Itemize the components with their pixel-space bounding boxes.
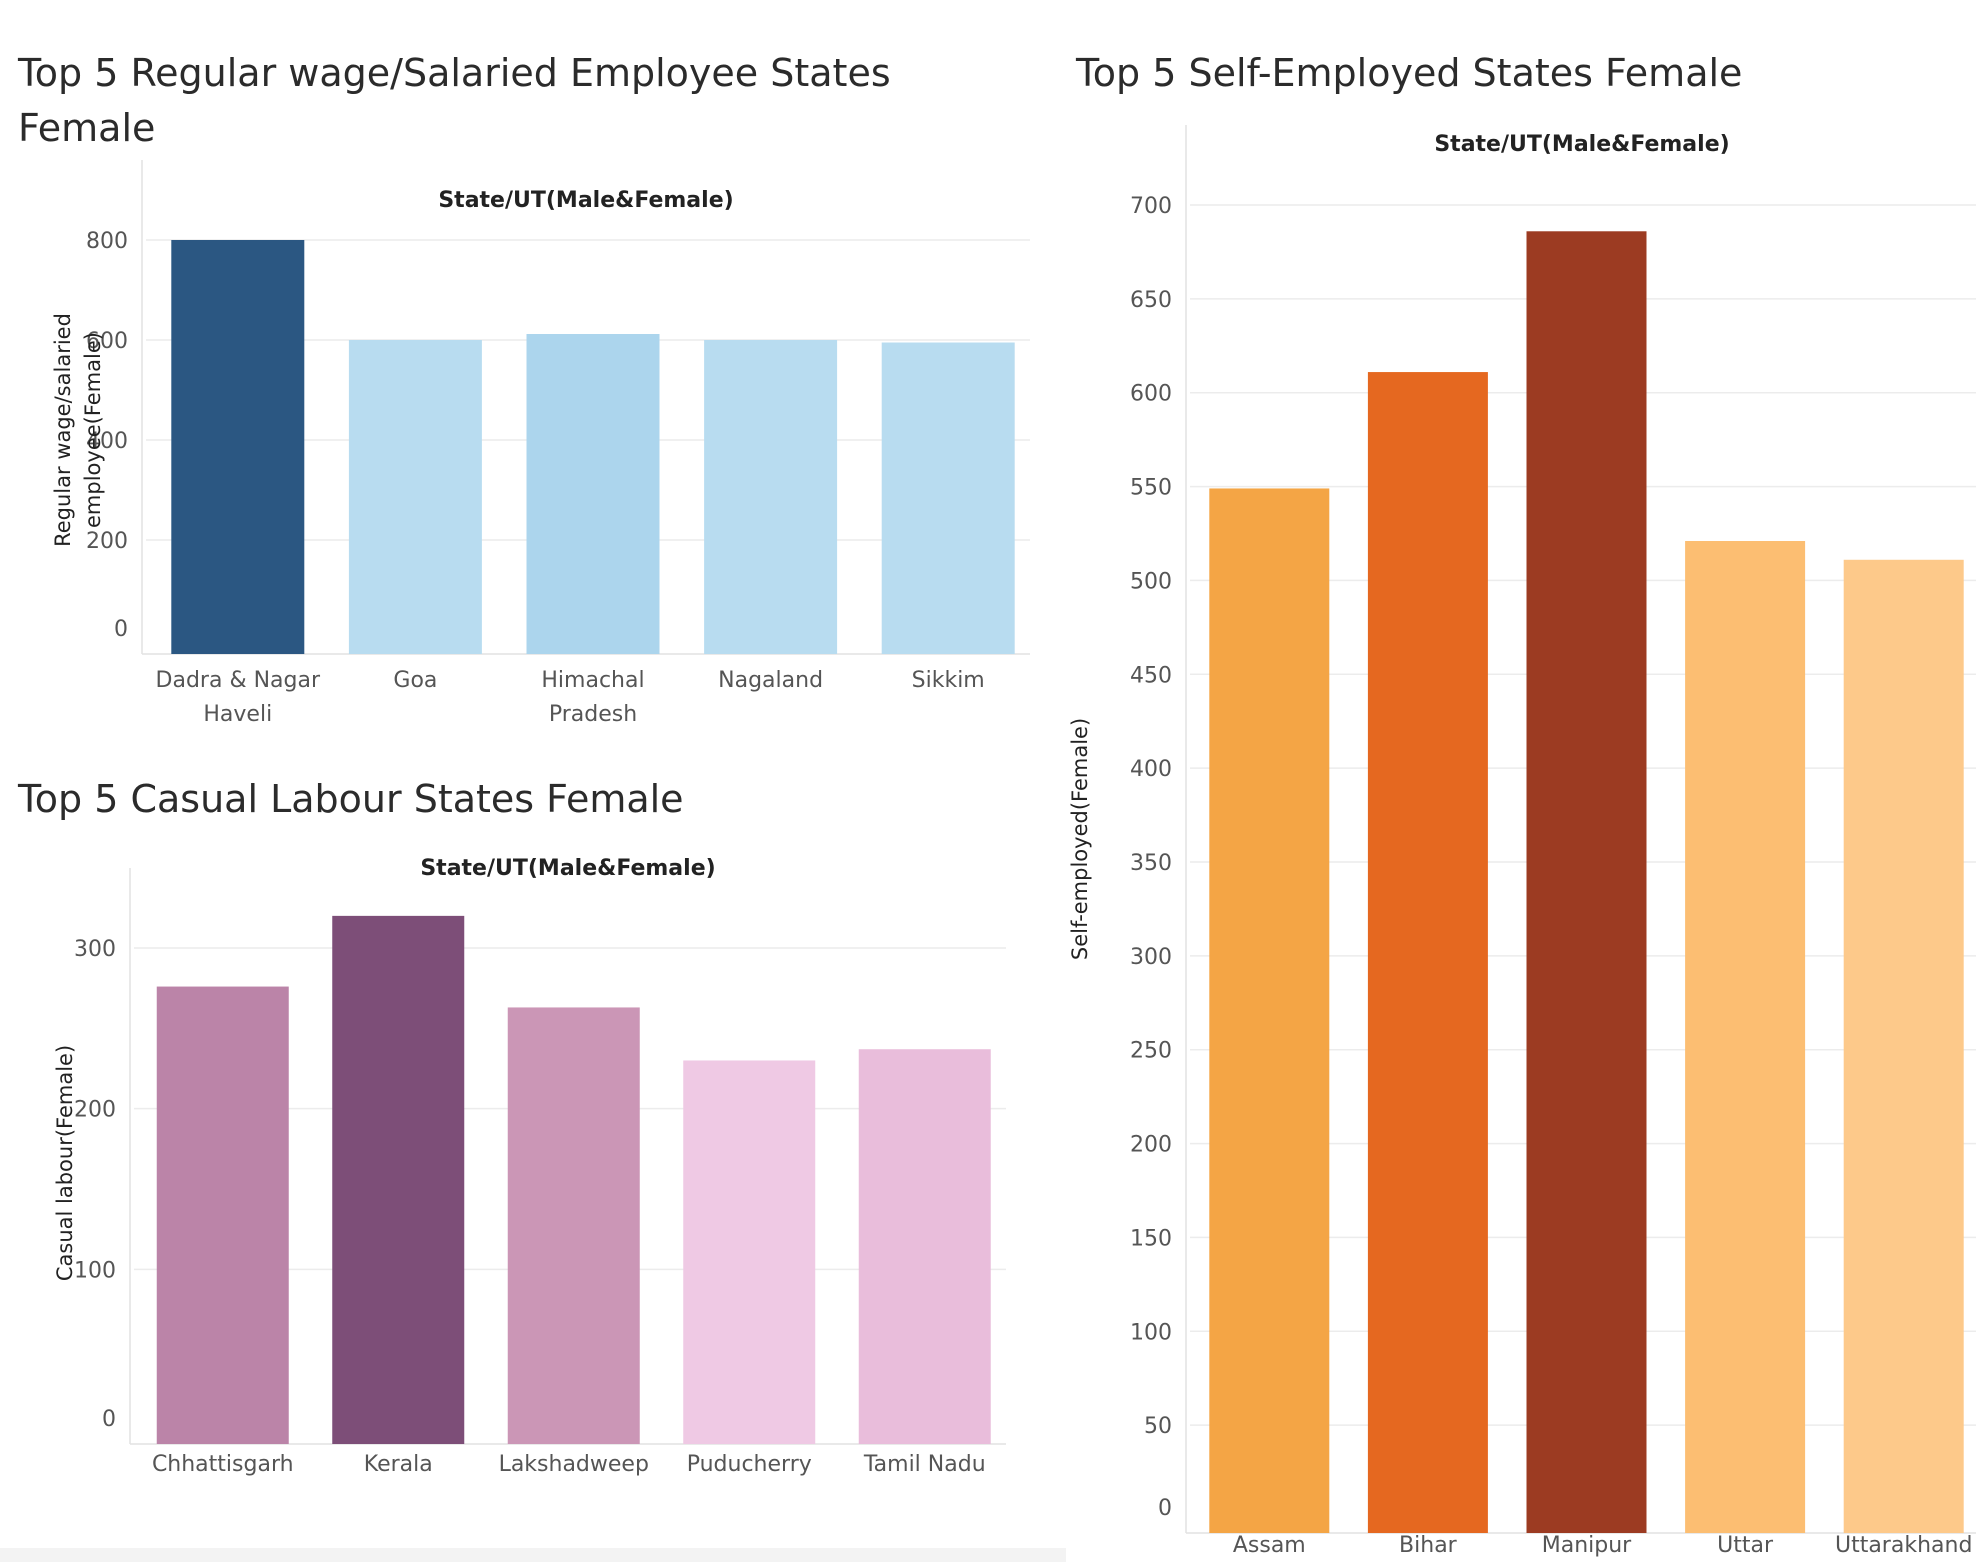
y-tick-label: 0 [114, 617, 128, 642]
bar [881, 342, 1015, 654]
self-employed-chart-panel: Top 5 Self-Employed States Female 0 50 100… [1066, 0, 1976, 1562]
chart-title-line: Female [18, 106, 156, 150]
casual-labour-bar-chart: 0 100 200 300 State/UT(Male&Female) Casual la… [53, 856, 1006, 1477]
y-tick-label: 300 [74, 937, 116, 962]
bar [704, 340, 838, 654]
bottom-scroll-band [0, 1548, 1066, 1562]
chart-title-line: Top 5 Regular wage/Salaried Employee Sta… [18, 51, 891, 95]
y-tick-label: 400 [1130, 757, 1172, 782]
bar [1685, 541, 1806, 1533]
column-header-label: State/UT(Male&Female) [1434, 132, 1729, 157]
bar [858, 1049, 991, 1444]
bar [1843, 559, 1964, 1533]
y-tick-label: 700 [1130, 194, 1172, 219]
y-tick-label: 800 [86, 229, 128, 254]
y-tick-label: 650 [1130, 288, 1172, 313]
bar [1367, 372, 1488, 1534]
category-label: Assam [1233, 1533, 1306, 1558]
category-label: Nagaland [718, 668, 823, 693]
category-label: Kerala [364, 1452, 433, 1477]
category-label: Chhattisgarh [152, 1452, 294, 1477]
y-tick-label: 50 [1144, 1414, 1172, 1439]
bar [683, 1060, 816, 1444]
bar [332, 915, 465, 1444]
chart-title: Top 5 Casual Labour States Female [18, 772, 684, 827]
y-tick-label: 100 [74, 1258, 116, 1283]
category-label: Sikkim [912, 668, 985, 693]
column-header-label: State/UT(Male&Female) [438, 188, 733, 213]
self-employed-bar-chart: 0 50 100 150 200 250 300 350 400 450 500 550 600 650 7… [1068, 125, 1976, 1558]
y-tick-label: 200 [1130, 1133, 1172, 1158]
casual-labour-chart-panel: Top 5 Casual Labour States Female 0 100 20… [0, 760, 1066, 1548]
bar [507, 1007, 640, 1444]
y-tick-label: 300 [1130, 945, 1172, 970]
category-label: Goa [393, 668, 437, 693]
bar [156, 986, 289, 1444]
category-label: Haveli [203, 702, 272, 727]
category-label: Dadra & Nagar [156, 668, 321, 693]
chart-title-line: Top 5 Casual Labour States Female [18, 777, 684, 821]
category-label: Uttarakhand [1835, 1533, 1972, 1558]
y-tick-label: 150 [1130, 1226, 1172, 1251]
y-tick-label: 400 [86, 429, 128, 454]
y-tick-label: 200 [86, 529, 128, 554]
y-tick-label: 450 [1130, 663, 1172, 688]
y-tick-label: 0 [102, 1407, 116, 1432]
category-label: Lakshadweep [499, 1452, 649, 1477]
y-tick-label: 600 [86, 329, 128, 354]
y-tick-label: 250 [1130, 1039, 1172, 1064]
category-label: Tamil Nadu [863, 1452, 986, 1477]
y-tick-label: 600 [1130, 382, 1172, 407]
chart-title: Top 5 Self-Employed States Female [1076, 46, 1742, 101]
y-tick-label: 0 [1158, 1496, 1172, 1521]
category-label: Pradesh [549, 702, 637, 727]
y-axis-title: Casual labour(Female) [53, 1045, 77, 1281]
category-label: Bihar [1399, 1533, 1458, 1558]
bar [1526, 231, 1647, 1533]
regular-wage-bar-chart: 0 200 400 600 800 State/UT(Male&Female) Regula… [51, 160, 1030, 727]
y-tick-label: 350 [1130, 851, 1172, 876]
category-label: Manipur [1542, 1533, 1632, 1558]
bar [1209, 488, 1330, 1533]
y-axis-title: Regular wage/salaried [51, 313, 75, 547]
chart-title: Top 5 Regular wage/Salaried Employee Sta… [18, 46, 891, 156]
bar [526, 334, 660, 654]
regular-wage-chart-panel: Top 5 Regular wage/Salaried Employee Sta… [0, 0, 1066, 760]
y-axis-title: employee(Female) [81, 332, 105, 528]
category-label: Uttar [1717, 1533, 1774, 1558]
chart-title-line: Top 5 Self-Employed States Female [1076, 51, 1743, 95]
y-axis-title: Self-employed(Female) [1068, 718, 1092, 960]
category-label: Himachal [541, 668, 644, 693]
bar [348, 340, 482, 654]
y-tick-label: 200 [74, 1098, 116, 1123]
y-tick-label: 100 [1130, 1320, 1172, 1345]
bar [171, 240, 305, 654]
y-tick-label: 500 [1130, 569, 1172, 594]
y-tick-label: 550 [1130, 476, 1172, 501]
column-header-label: State/UT(Male&Female) [420, 856, 715, 881]
category-label: Puducherry [687, 1452, 812, 1477]
